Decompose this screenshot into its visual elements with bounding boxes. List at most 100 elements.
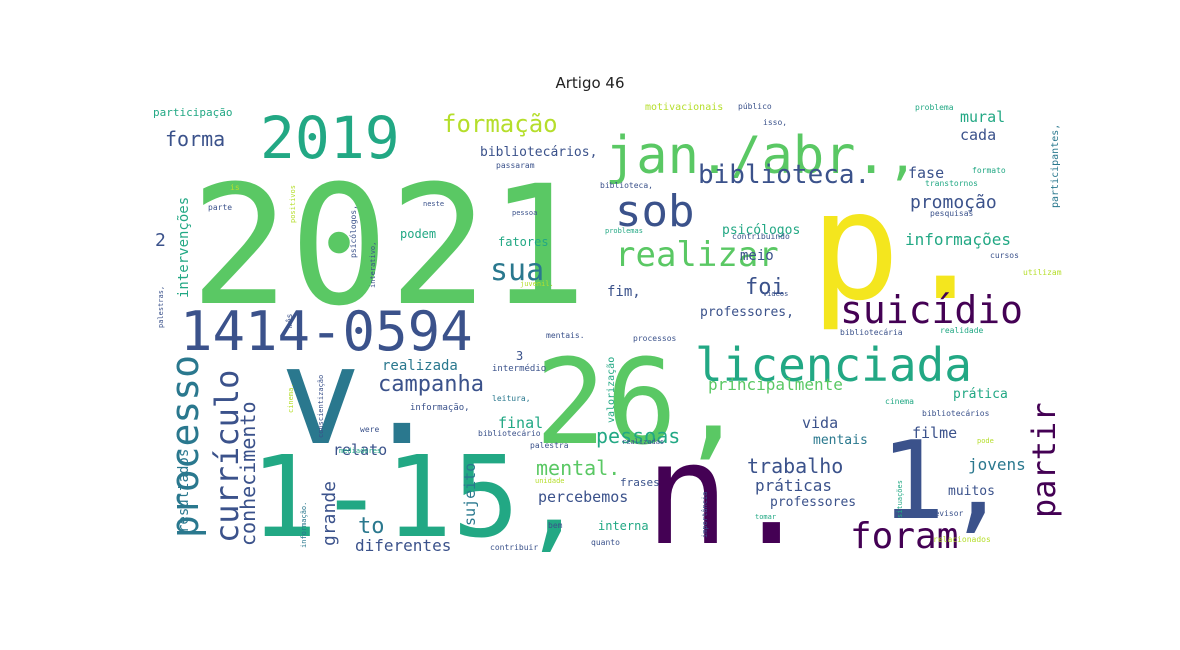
word-54: professores, (700, 305, 794, 320)
word-3: 26, (535, 333, 748, 471)
word-76: biblioteca, (600, 181, 653, 190)
word-37: sujeito (461, 463, 479, 526)
word-43: vida (802, 414, 838, 432)
word-104: pessoa (512, 209, 537, 217)
word-88: cinema (885, 397, 914, 406)
word-90: realizadas (622, 438, 664, 446)
word-74: isso, (763, 118, 787, 127)
word-112: juvenil. (520, 280, 554, 288)
word-28: grande (319, 481, 340, 546)
word-86: processos (633, 334, 677, 343)
word-46: cada (960, 126, 996, 144)
word-25: trabalho (747, 454, 843, 478)
word-53: professores (770, 495, 856, 510)
word-93: tomar (755, 513, 776, 521)
word-6: 1, (880, 419, 1010, 544)
word-45: mural (960, 108, 1005, 126)
word-101: were (360, 425, 379, 434)
word-15: currículo (208, 370, 246, 543)
word-61: frases (620, 476, 660, 489)
word-12: suicídio (840, 288, 1023, 332)
word-91: situações (896, 480, 904, 518)
word-72: problema (915, 103, 954, 112)
word-1: p. (810, 160, 991, 334)
word-70: bibliotecário (478, 429, 541, 438)
word-106: mês (284, 313, 294, 328)
word-30: promoção (910, 192, 997, 213)
word-69: informação, (410, 403, 470, 413)
word-11: sob (615, 186, 694, 237)
word-67: intermédio (492, 363, 546, 374)
word-59: podem (400, 227, 436, 241)
word-96: bem (548, 521, 563, 530)
word-102: conscientização (317, 375, 325, 438)
word-34: jovens (968, 455, 1026, 474)
word-66: 3 (516, 349, 523, 363)
word-81: cursos (990, 251, 1019, 260)
word-99: unidade (535, 477, 565, 485)
word-16: realizar (615, 235, 779, 275)
word-42: realizada (382, 358, 458, 374)
word-83: vídeos (763, 290, 788, 298)
word-95: relacionados (933, 535, 991, 544)
word-47: fase (908, 164, 944, 182)
word-105: neste (423, 200, 444, 208)
word-109: positivos (289, 185, 297, 223)
word-79: pesquisas (930, 209, 974, 218)
word-89: bibliotecários (922, 409, 990, 418)
word-87: mentais. (546, 331, 585, 340)
word-18: sua (490, 253, 544, 288)
word-71: palestra (530, 441, 569, 450)
word-100: mediadores (339, 447, 381, 455)
word-32: principalmente (708, 375, 843, 394)
word-2: v. (280, 318, 443, 475)
word-38: resultados (176, 449, 192, 533)
word-98: contribuir (490, 543, 538, 552)
word-116: is (230, 183, 240, 192)
word-9: 2019 (260, 104, 400, 172)
word-68: leitura, (492, 394, 531, 403)
word-111: interativo, (369, 242, 377, 288)
word-20: formação (442, 110, 558, 138)
word-52: muitos (948, 484, 995, 499)
word-29: forma (165, 127, 225, 151)
word-62: participação (153, 106, 232, 119)
word-cloud: 2021 p. v. 26, n. 1-15, 1, 1414-0594 jan./abr., 2… (150, 98, 1070, 558)
word-107: palestras, (157, 286, 165, 328)
word-55: psicólogos (722, 223, 800, 238)
word-5: 1-15, (250, 433, 587, 558)
word-108: parte (208, 203, 232, 212)
word-22: pessoas (596, 424, 680, 448)
word-24: conhecimento (236, 402, 260, 547)
word-85: realidade (940, 326, 984, 335)
word-78: formato (972, 166, 1006, 175)
word-48: meio (740, 248, 774, 264)
word-63: motivacionais (645, 102, 723, 113)
word-103: informação. (300, 502, 308, 548)
word-49: fim, (607, 284, 641, 300)
word-33: diferentes (355, 536, 451, 555)
word-56: prática (953, 387, 1008, 402)
word-57: bibliotecários, (480, 145, 597, 160)
word-114: pode (977, 437, 994, 445)
word-21: campanha (378, 372, 484, 397)
word-75: passaram (496, 161, 535, 170)
word-26: foi (745, 275, 785, 300)
word-13: processo (163, 355, 207, 538)
word-84: bibliotecária (840, 328, 903, 337)
word-64: participantes, (1050, 124, 1061, 208)
word-35: práticas (755, 476, 832, 495)
chart-title: Artigo 46 (555, 74, 625, 92)
word-0: 2021 (190, 150, 587, 342)
word-39: intervenções (176, 197, 192, 298)
word-44: filme (912, 424, 957, 442)
word-7: 1414-0594 (180, 300, 473, 363)
word-115: cinema. (287, 383, 295, 413)
word-17: partir (1025, 402, 1063, 518)
word-50: 2 (155, 230, 166, 251)
word-73: público (738, 102, 772, 111)
word-110: psicólogos, (348, 205, 358, 258)
word-65: valorização (606, 357, 617, 423)
word-4: n. (645, 414, 814, 558)
